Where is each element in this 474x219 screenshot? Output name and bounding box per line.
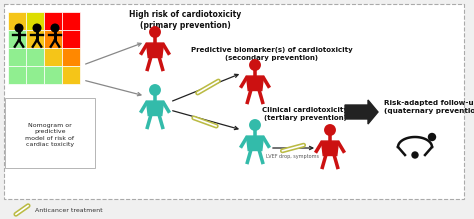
Polygon shape [146,101,164,115]
Polygon shape [246,136,264,150]
Circle shape [51,24,59,32]
Polygon shape [146,43,164,58]
Circle shape [15,24,23,32]
Bar [8,12,26,30]
Circle shape [324,124,336,136]
Text: LVEF drop, symptoms: LVEF drop, symptoms [266,154,319,159]
FancyBboxPatch shape [5,98,95,168]
Bar [26,48,44,66]
Bar [8,66,26,84]
Bar [44,12,62,30]
Bar [26,30,44,48]
Bar [8,48,26,66]
Circle shape [149,84,161,96]
Bar [62,30,80,48]
Circle shape [149,26,161,38]
Circle shape [249,119,261,131]
Bar [44,48,62,66]
Bar [62,66,80,84]
Polygon shape [345,100,378,124]
Polygon shape [321,141,338,155]
Text: High risk of cardiotoxicity
(primary prevention): High risk of cardiotoxicity (primary pre… [129,10,241,30]
Bar [44,30,62,48]
Bar [26,66,44,84]
Bar [8,30,26,48]
Polygon shape [246,76,264,90]
Text: Nomogram or
predictive
model of risk of
cardiac toxicity: Nomogram or predictive model of risk of … [26,123,74,147]
Circle shape [412,152,418,158]
Circle shape [33,24,41,32]
Text: Anticancer treatment: Anticancer treatment [35,208,103,214]
Bar [62,12,80,30]
Circle shape [428,134,436,141]
Bar [62,48,80,66]
Text: Predictive biomarker(s) of cardiotoxicity
(secondary prevention): Predictive biomarker(s) of cardiotoxicit… [191,47,353,61]
Text: Clinical cardiotoxicity
(tertiary prevention): Clinical cardiotoxicity (tertiary preven… [262,107,348,121]
Bar [44,66,62,84]
Bar [26,12,44,30]
Circle shape [249,59,261,71]
Text: Risk-adapted follow-up
(quaternary prevention): Risk-adapted follow-up (quaternary preve… [384,100,474,114]
Bar [4,4,464,199]
